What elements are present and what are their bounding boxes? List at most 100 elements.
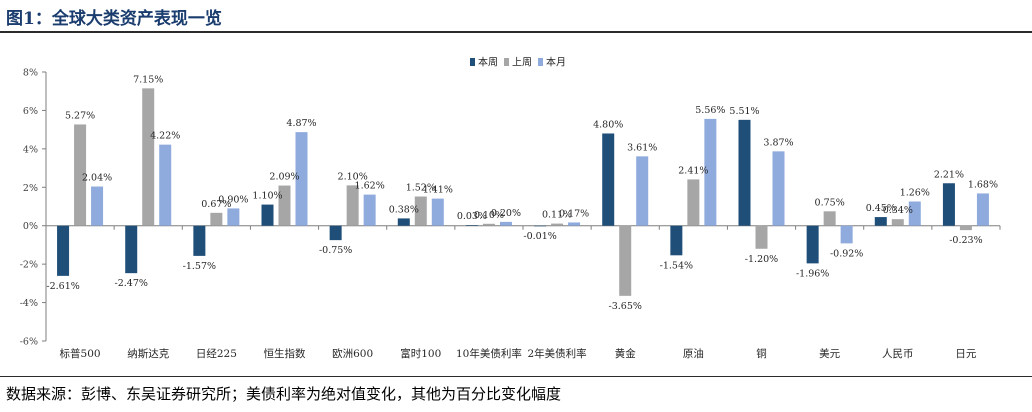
- data-label: 2.21%: [934, 169, 964, 180]
- legend: 本周 上周 本月: [470, 56, 566, 69]
- data-label: 1.41%: [423, 185, 453, 196]
- x-category-label: 美元: [819, 347, 840, 360]
- data-label: 5.27%: [65, 110, 95, 121]
- data-label: -2.61%: [46, 281, 79, 292]
- bar-last-week: [346, 185, 359, 226]
- data-label: 1.62%: [355, 181, 385, 192]
- data-label: 1.52%: [406, 183, 436, 194]
- bar-this-month: [431, 198, 444, 226]
- bar-this-week: [738, 119, 751, 226]
- data-label: -0.92%: [830, 248, 863, 259]
- data-label: -0.23%: [949, 235, 982, 246]
- bar-last-week: [959, 225, 972, 231]
- x-category-label: 10年美债利率: [456, 347, 522, 360]
- bar-this-month: [704, 118, 717, 226]
- data-label: -1.54%: [660, 260, 693, 271]
- bar-this-week: [329, 225, 342, 241]
- data-label: 1.68%: [968, 179, 998, 190]
- x-category-label: 黄金: [615, 347, 636, 360]
- data-label: 1.26%: [900, 188, 930, 199]
- data-label: 0.03%: [457, 211, 487, 222]
- bar-this-month: [295, 132, 308, 226]
- y-tick-label: -4%: [20, 298, 38, 309]
- bar-this-month: [568, 222, 581, 226]
- label-layer: -2.61% 5.27% 2.04% -2.47% 7.15% 4.22% -1.57% 0.…: [46, 74, 998, 312]
- bar-layer: [57, 88, 989, 296]
- data-label: -2.47%: [115, 278, 148, 289]
- data-label: 2.04%: [82, 173, 112, 184]
- x-category-label: 欧洲600: [332, 348, 373, 360]
- bar-last-week: [142, 88, 155, 226]
- y-tick-label: 2%: [23, 183, 38, 194]
- data-label: 0.45%: [866, 203, 896, 214]
- data-label: 4.87%: [286, 118, 316, 129]
- bar-last-week: [210, 212, 223, 226]
- bar-last-week: [551, 223, 564, 226]
- bar-this-week: [465, 225, 478, 226]
- top-divider: [0, 31, 1032, 33]
- bar-last-week: [823, 211, 836, 226]
- data-label: -3.65%: [609, 301, 642, 312]
- bar-last-week: [414, 196, 427, 226]
- data-label: 5.51%: [729, 106, 759, 117]
- bar-this-week: [397, 218, 410, 226]
- data-label: 1.10%: [252, 191, 282, 202]
- x-category-label: 日元: [955, 348, 976, 360]
- y-tick-label: 6%: [23, 106, 38, 117]
- legend-swatch: [538, 58, 543, 66]
- bar-last-week: [482, 223, 495, 226]
- bar-this-month: [159, 144, 172, 226]
- y-tick-label: -2%: [20, 260, 38, 271]
- bar-this-month: [227, 208, 240, 226]
- data-label: 3.87%: [763, 137, 793, 148]
- data-label: 4.22%: [150, 131, 180, 142]
- data-label: -0.75%: [319, 245, 352, 256]
- data-label: -1.57%: [183, 261, 216, 272]
- x-category-label: 标普500: [60, 347, 101, 360]
- data-label: 0.38%: [389, 204, 419, 215]
- data-label: -0.01%: [523, 231, 556, 242]
- axis-layer: -6% -4% -2% 0% 2% 4% 6% 8% 标普500 纳斯达克 日经225 恒生指数 欧洲6…: [20, 68, 1001, 360]
- bar-last-week: [687, 179, 700, 226]
- y-tick-label: 0%: [23, 221, 38, 232]
- y-tick-label: 4%: [23, 144, 38, 155]
- bar-this-week: [193, 225, 206, 256]
- data-label: -1.20%: [745, 254, 778, 265]
- data-label: 0.17%: [559, 208, 589, 219]
- bar-this-month: [363, 194, 376, 226]
- legend-label: 本月: [546, 56, 566, 69]
- data-label: 0.20%: [491, 208, 521, 219]
- x-category-label: 人民币: [882, 348, 914, 360]
- bar-this-week: [874, 217, 887, 226]
- bar-this-month: [976, 193, 989, 226]
- bar-this-month: [636, 156, 649, 226]
- bar-last-week: [755, 225, 768, 249]
- y-tick-label: -6%: [20, 337, 38, 348]
- data-label: -1.96%: [796, 268, 829, 279]
- data-label: 2.41%: [678, 165, 708, 176]
- x-category-label: 2年美债利率: [527, 347, 586, 360]
- bar-this-week: [806, 225, 819, 264]
- data-label: 0.10%: [474, 210, 504, 221]
- legend-label: 上周: [512, 57, 532, 69]
- bottom-divider: [0, 376, 1032, 377]
- bar-last-week: [74, 124, 87, 226]
- data-label: 2.09%: [269, 172, 299, 183]
- legend-swatch: [504, 58, 509, 66]
- bar-this-week: [602, 133, 615, 226]
- data-label: 0.75%: [815, 197, 845, 208]
- x-category-label: 原油: [683, 347, 704, 360]
- bar-last-week: [891, 219, 904, 226]
- bar-this-month: [840, 225, 853, 244]
- bar-last-week: [619, 225, 632, 296]
- bar-this-week: [670, 225, 683, 256]
- data-label: 0.67%: [201, 199, 231, 210]
- data-label: 7.15%: [133, 74, 163, 85]
- legend-swatch: [470, 58, 475, 66]
- x-category-label: 日经225: [196, 347, 237, 360]
- x-category-label: 富时100: [400, 347, 441, 360]
- x-category-label: 恒生指数: [264, 347, 306, 360]
- bar-last-week: [278, 185, 291, 226]
- data-label: 0.34%: [883, 205, 913, 216]
- x-category-label: 铜: [756, 348, 767, 360]
